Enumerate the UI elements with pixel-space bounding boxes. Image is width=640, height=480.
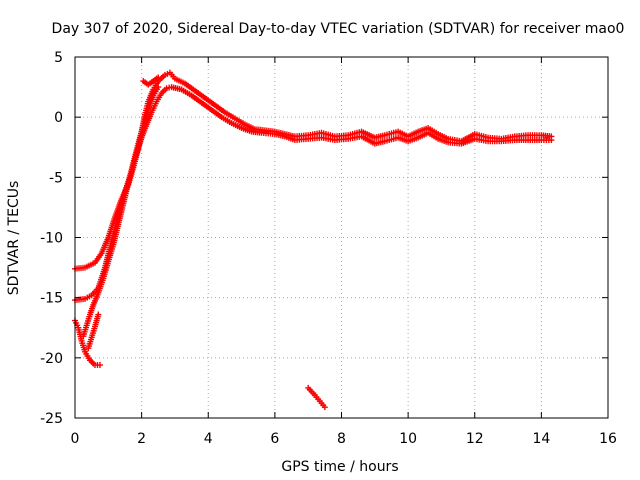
y-tick-label: 5	[54, 50, 63, 66]
y-tick-label: -20	[40, 351, 63, 367]
x-tick-label: 8	[337, 431, 346, 447]
data-point	[548, 137, 555, 144]
x-tick-label: 16	[599, 431, 617, 447]
data-point	[321, 404, 328, 411]
series-track-lower	[72, 317, 103, 369]
series-track-start	[140, 74, 162, 88]
series-track-outlier	[305, 384, 328, 411]
x-axis-label: GPS time / hours	[281, 459, 398, 475]
data-point	[155, 74, 162, 81]
series-track-dip	[85, 311, 102, 352]
x-tick-label: 12	[466, 431, 484, 447]
y-tick-label: -25	[40, 411, 63, 427]
data-point	[155, 84, 162, 91]
data-point	[96, 362, 103, 369]
chart-title: Day 307 of 2020, Sidereal Day-to-day VTE…	[52, 21, 625, 37]
x-tick-label: 2	[137, 431, 146, 447]
x-tick-label: 4	[204, 431, 213, 447]
data-point	[95, 311, 102, 318]
y-tick-label: -15	[40, 291, 63, 307]
y-tick-label: -5	[49, 170, 63, 186]
x-tick-label: 6	[270, 431, 279, 447]
y-axis-label: SDTVAR / TECUs	[6, 181, 22, 296]
y-tick-label: 0	[54, 110, 63, 126]
x-tick-label: 0	[71, 431, 80, 447]
y-tick-label: -10	[40, 231, 63, 247]
grid-lines	[75, 57, 608, 418]
data-marks	[72, 69, 555, 411]
x-tick-label: 14	[532, 431, 550, 447]
x-tick-label: 10	[399, 431, 417, 447]
series-track-rise	[80, 84, 162, 340]
series-track-upper	[72, 69, 555, 272]
axis-ticks: 0 2 4 6 8 10 12 14 16 5 0 -5 -10 -15 -20 -25	[40, 50, 617, 447]
